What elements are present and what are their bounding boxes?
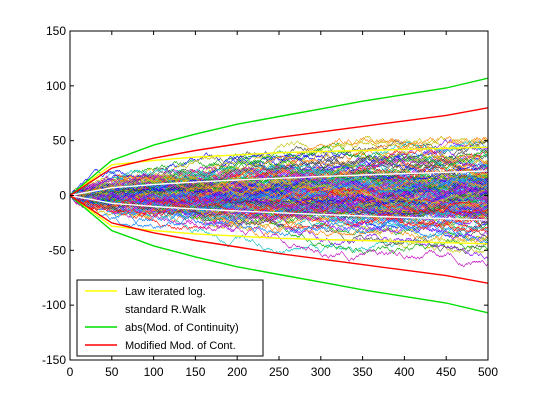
random-walk-path [70, 194, 488, 221]
y-tick-label: -100 [42, 298, 66, 312]
legend: Law iterated log. standard R.Walk abs(Mod.… [76, 279, 264, 357]
random-walk-path [70, 155, 488, 200]
x-tick-label: 450 [436, 365, 456, 379]
y-tick-label: 50 [53, 134, 67, 148]
random-walk-path [70, 194, 488, 233]
y-tick-label: 0 [59, 189, 66, 203]
random-walk-path [70, 136, 488, 205]
series-4-upper-line [70, 107, 488, 197]
random-walk-path [70, 175, 488, 199]
series-2-upper-line [70, 170, 488, 197]
axes: 0 50 100 150 200 250 300 350 400 450 500-150-100-5… [42, 24, 498, 379]
legend-box [76, 279, 264, 357]
x-tick-label: 250 [269, 365, 289, 379]
x-tick-label: 300 [311, 365, 331, 379]
y-tick-label: -50 [49, 243, 67, 257]
legend-label: abs(Mod. of Continuity) [125, 322, 239, 334]
x-tick-label: 400 [394, 365, 414, 379]
legend-label: standard R.Walk [125, 304, 206, 316]
series-2-lower-line [70, 194, 488, 221]
series-4-lower-line [70, 194, 488, 284]
series-3-upper-line [70, 77, 488, 197]
x-tick-label: 100 [144, 365, 164, 379]
random-walk-path [70, 191, 488, 225]
random-walk-path [70, 183, 488, 206]
x-tick-label: 150 [185, 365, 205, 379]
random-walk-path [70, 142, 488, 200]
x-tick-label: 0 [67, 365, 74, 379]
legend-label: Modified Mod. of Cont. [125, 340, 236, 352]
y-tick-label: 100 [46, 79, 66, 93]
y-tick-label: -150 [42, 353, 66, 367]
random-walk-path [70, 176, 488, 212]
legend-label: Law iterated log. [125, 286, 206, 298]
random-walk-path [70, 190, 488, 216]
x-tick-label: 200 [227, 365, 247, 379]
x-tick-label: 350 [353, 365, 373, 379]
series-3-lower-line [70, 194, 488, 314]
x-tick-label: 50 [105, 365, 119, 379]
random-walk-path [70, 188, 488, 219]
x-tick-label: 500 [478, 365, 498, 379]
y-tick-label: 150 [46, 24, 66, 38]
bound-curves [70, 77, 488, 314]
random-walk-path [70, 189, 488, 244]
